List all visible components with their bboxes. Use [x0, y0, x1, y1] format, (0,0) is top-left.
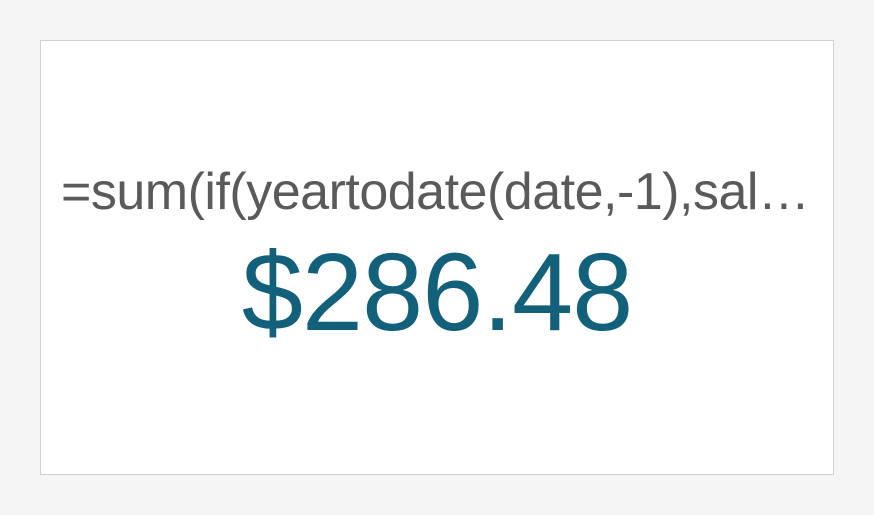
kpi-card: =sum(if(yeartodate(date,-1),sales,0)) $2… — [40, 40, 834, 475]
kpi-value: $286.48 — [242, 232, 633, 353]
kpi-formula-label: =sum(if(yeartodate(date,-1),sales,0)) — [61, 162, 813, 222]
